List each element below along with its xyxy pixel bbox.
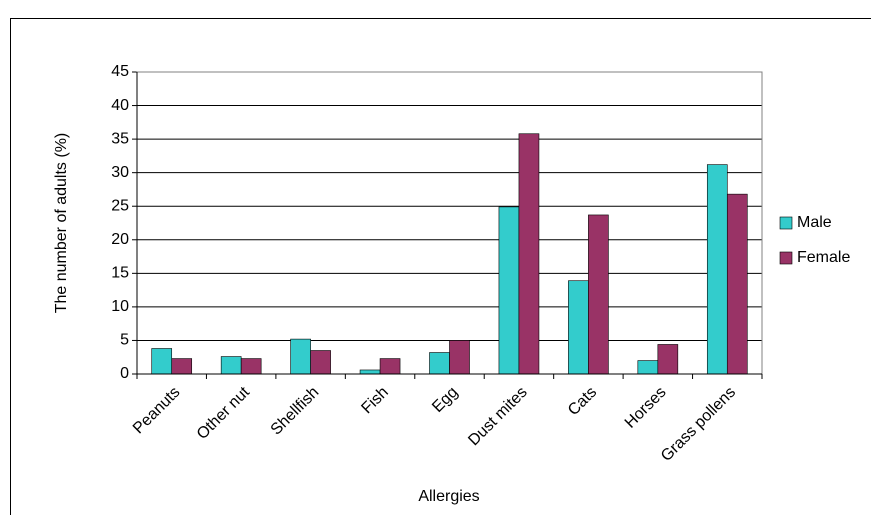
y-tick-label: 15	[111, 265, 129, 282]
x-tick-label: Grass pollens	[658, 384, 739, 465]
bar	[518, 133, 540, 375]
x-tick-label: Peanuts	[130, 384, 184, 438]
bar	[726, 193, 748, 375]
x-tick-label: Fish	[358, 384, 391, 417]
bar	[429, 352, 450, 375]
y-tick-label: 35	[111, 130, 129, 147]
y-tick-label: 0	[120, 365, 129, 382]
y-tick-label: 45	[111, 63, 129, 80]
x-tick-label: Dust mites	[465, 384, 530, 449]
y-tick-label: 30	[111, 164, 129, 181]
y-tick-label: 5	[120, 332, 129, 349]
y-tick-label: 10	[111, 298, 129, 315]
bar	[657, 344, 679, 375]
legend-swatch	[779, 216, 793, 230]
bar	[637, 360, 659, 375]
bar	[359, 369, 381, 375]
y-axis-label: The number of adults (%)	[53, 133, 70, 314]
bar	[310, 350, 331, 375]
x-axis-label: Allergies	[418, 488, 479, 505]
x-tick-label: Egg	[429, 384, 461, 416]
bar	[588, 214, 609, 375]
chart-border	[10, 18, 871, 515]
bar	[151, 348, 173, 375]
bar	[449, 340, 470, 375]
x-tick-label: Cats	[565, 384, 600, 419]
legend-label: Male	[797, 214, 832, 231]
bar	[379, 358, 401, 375]
y-tick-label: 20	[111, 231, 129, 248]
bar	[568, 280, 589, 375]
y-tick-label: 40	[111, 97, 129, 114]
legend-label: Female	[797, 249, 850, 266]
bar	[171, 358, 193, 375]
legend-swatch	[779, 251, 793, 265]
x-tick-label: Shellfish	[268, 384, 323, 439]
bar	[706, 164, 728, 375]
x-tick-label: Other nut	[194, 383, 254, 443]
bar	[290, 338, 311, 375]
y-tick-label: 25	[111, 197, 129, 214]
bar	[498, 206, 520, 375]
plot-border	[136, 71, 763, 375]
bar	[220, 356, 242, 375]
x-tick-label: Horses	[622, 384, 670, 432]
bar	[240, 358, 262, 375]
